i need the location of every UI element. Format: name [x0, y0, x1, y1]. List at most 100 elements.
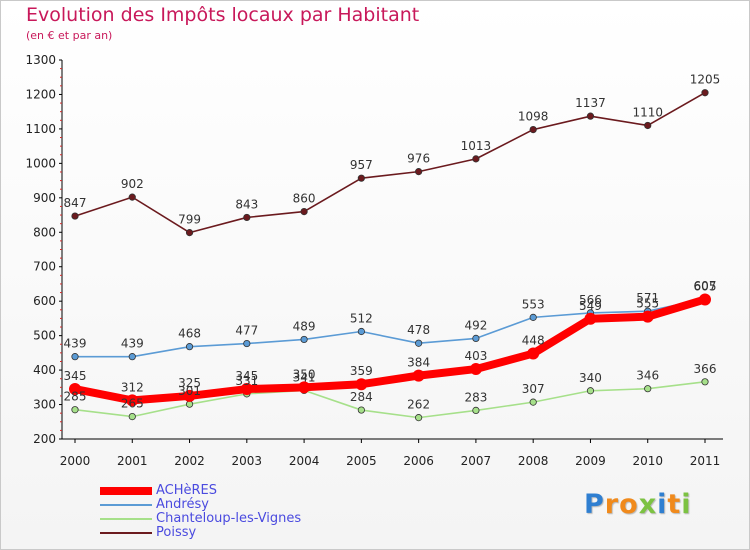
- line-chart: 200 300 400 500 600 700 800 900 1000 1100 1200 1300…: [25, 53, 723, 468]
- data-label: 346: [636, 369, 659, 383]
- data-point: [415, 168, 423, 176]
- data-label: 1110: [632, 105, 663, 119]
- data-label: 285: [64, 390, 87, 404]
- data-label: 468: [178, 327, 201, 341]
- series-line: [74, 297, 706, 358]
- y-tick-label: 500: [33, 329, 56, 343]
- legend-item: Poissy: [100, 526, 301, 540]
- data-point: [415, 414, 423, 422]
- data-point: [415, 339, 423, 347]
- data-label: 607: [694, 279, 717, 293]
- y-tick-label: 1000: [25, 156, 56, 170]
- chart-title: Evolution des Impôts locaux par Habitant: [26, 4, 420, 26]
- data-point: [701, 378, 709, 386]
- data-point: [185, 400, 194, 408]
- data-label: 605: [694, 279, 717, 293]
- data-label: 439: [121, 337, 144, 351]
- data-label: 1205: [690, 73, 721, 87]
- data-label: 301: [178, 384, 201, 398]
- data-point: [644, 385, 652, 393]
- data-label: 307: [522, 382, 545, 396]
- data-label: 312: [121, 380, 144, 394]
- x-tick-label: 2011: [690, 454, 721, 468]
- data-point: [126, 394, 139, 407]
- legend-item: Chanteloup-les-Vignes: [100, 512, 301, 526]
- legend-label: Chanteloup-les-Vignes: [156, 511, 302, 526]
- data-point: [298, 381, 311, 394]
- data-label: 843: [235, 197, 258, 211]
- chart-legend: ACHèRES Andrésy Chanteloup-les-Vignes Poiss…: [100, 484, 301, 540]
- data-label: 1013: [461, 139, 492, 153]
- data-label: 340: [579, 371, 602, 385]
- data-point: [469, 363, 482, 376]
- legend-swatch: [100, 504, 152, 506]
- data-point: [243, 213, 251, 222]
- data-label: 359: [350, 364, 373, 378]
- proxiti-logo: Proxiti: [584, 489, 692, 520]
- data-label: 860: [293, 192, 316, 206]
- data-label: 566: [579, 293, 602, 307]
- y-tick-label: 800: [33, 225, 56, 239]
- x-tick-label: 2007: [461, 454, 492, 468]
- data-label: 571: [636, 291, 659, 305]
- data-label: 325: [178, 376, 201, 390]
- data-label: 492: [464, 318, 487, 332]
- data-label: 1098: [518, 110, 549, 124]
- data-point: [71, 353, 79, 361]
- data-label: 957: [350, 158, 373, 172]
- y-tick-label: 300: [33, 398, 56, 412]
- data-point: [243, 339, 251, 348]
- data-label: 265: [121, 397, 144, 411]
- legend-item: Andrésy: [100, 498, 301, 512]
- y-tick-label: 600: [33, 294, 56, 308]
- data-point: [128, 413, 136, 421]
- data-point: [529, 398, 537, 406]
- data-point: [472, 155, 480, 163]
- data-point: [128, 353, 136, 361]
- data-point: [472, 334, 480, 342]
- legend-label: Poissy: [156, 525, 197, 540]
- y-tick-label: 1200: [25, 87, 56, 101]
- legend-item: ACHèRES: [100, 484, 301, 498]
- data-label: 478: [407, 323, 430, 337]
- x-tick-label: 2003: [232, 454, 263, 468]
- data-point: [183, 389, 196, 402]
- data-label: 847: [64, 196, 87, 210]
- data-label: 345: [64, 369, 87, 383]
- data-label: 284: [350, 390, 373, 404]
- data-point: [128, 193, 136, 201]
- data-label: 439: [64, 337, 87, 351]
- data-label: 555: [636, 297, 659, 311]
- series-line: [74, 91, 706, 234]
- data-label: 976: [407, 152, 430, 166]
- x-tick-label: 2004: [289, 454, 320, 468]
- chart-subtitle: (en € et par an): [26, 29, 113, 42]
- data-point: [185, 229, 194, 237]
- y-tick-label: 1300: [25, 53, 56, 67]
- data-label: 384: [407, 356, 430, 370]
- legend-label: ACHèRES: [156, 483, 218, 498]
- data-point: [69, 383, 81, 396]
- data-point: [357, 174, 365, 182]
- y-tick-label: 700: [33, 260, 56, 274]
- data-label: 477: [235, 324, 258, 338]
- y-tick-label: 1100: [25, 122, 56, 136]
- data-label: 512: [350, 312, 373, 326]
- data-label: 341: [293, 370, 316, 384]
- data-label: 448: [522, 334, 545, 348]
- data-label: 283: [464, 390, 487, 404]
- y-tick-label: 900: [33, 191, 56, 205]
- legend-swatch: [100, 532, 152, 534]
- data-point: [472, 406, 480, 415]
- series-line: [74, 381, 706, 419]
- data-label: 350: [293, 367, 316, 381]
- data-label: 262: [407, 398, 430, 412]
- data-point: [701, 89, 709, 97]
- x-tick-label: 2002: [174, 454, 205, 468]
- data-point: [699, 293, 711, 306]
- data-point: [641, 310, 654, 323]
- data-point: [300, 208, 308, 216]
- legend-swatch: [100, 518, 152, 520]
- data-point: [527, 347, 540, 360]
